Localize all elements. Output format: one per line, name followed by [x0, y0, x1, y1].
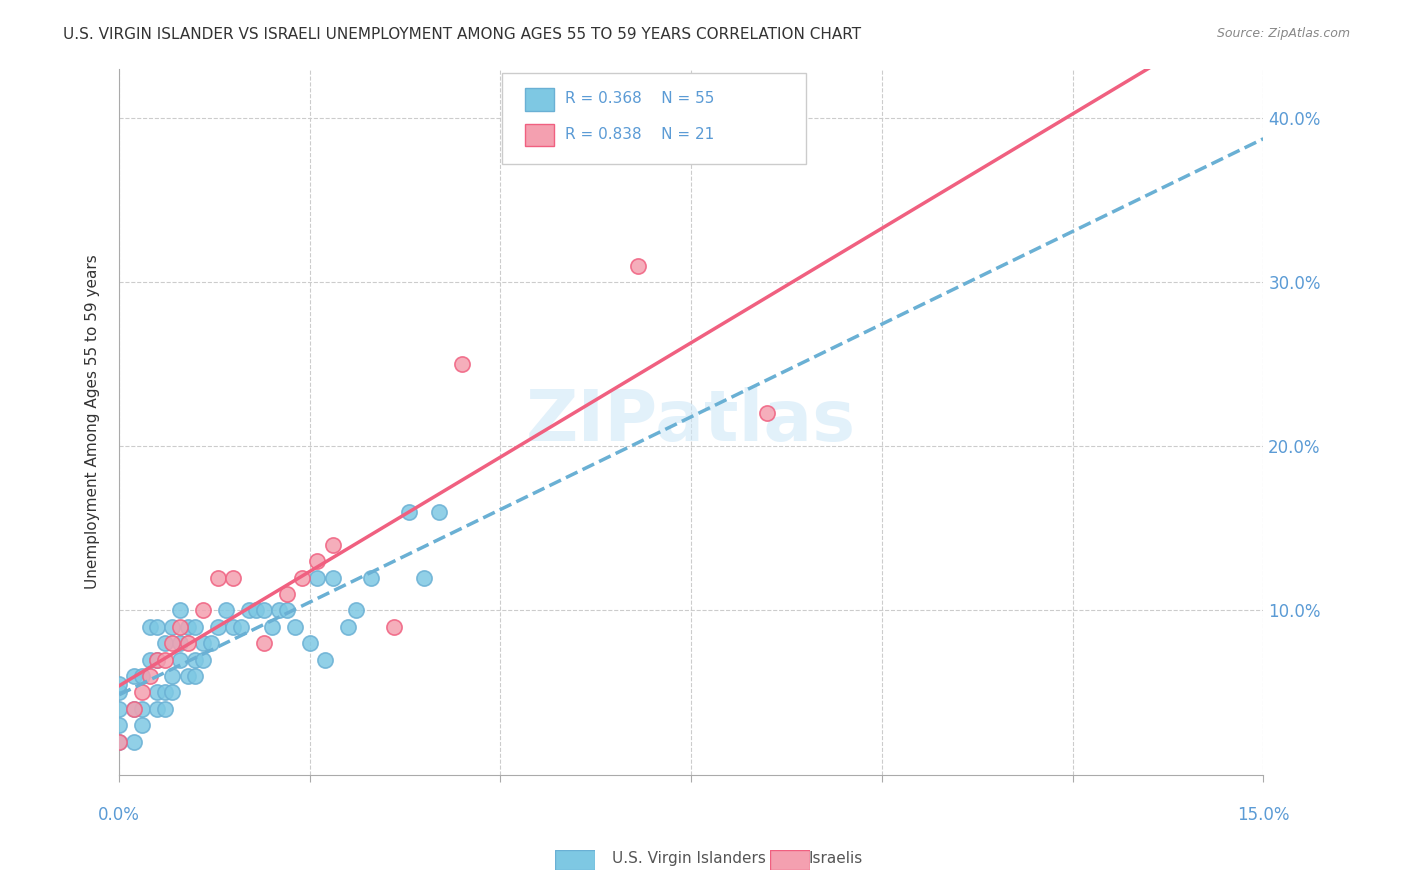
Text: ZIPatlas: ZIPatlas	[526, 387, 856, 456]
Point	[360, 570, 382, 584]
Point	[108, 702, 131, 716]
Point	[169, 636, 191, 650]
Point	[124, 702, 146, 716]
Point	[162, 620, 184, 634]
Point	[253, 636, 276, 650]
Point	[413, 570, 436, 584]
Text: R = 0.368    N = 55: R = 0.368 N = 55	[565, 91, 714, 106]
Text: 0.0%: 0.0%	[98, 806, 141, 824]
Point	[169, 652, 191, 666]
Point	[298, 636, 321, 650]
Point	[146, 685, 169, 699]
Point	[146, 702, 169, 716]
Point	[322, 570, 344, 584]
Point	[124, 669, 146, 683]
Point	[307, 554, 329, 568]
Point	[451, 357, 474, 371]
Point	[253, 603, 276, 617]
Point	[169, 620, 191, 634]
Point	[191, 636, 214, 650]
Point	[162, 636, 184, 650]
Point	[131, 685, 153, 699]
Text: Israelis: Israelis	[808, 851, 863, 865]
Point	[238, 603, 260, 617]
Point	[108, 685, 131, 699]
Bar	[526, 88, 554, 111]
Point	[322, 538, 344, 552]
Point	[314, 652, 336, 666]
Point	[627, 259, 650, 273]
Point	[131, 669, 153, 683]
Point	[398, 505, 420, 519]
Point	[124, 702, 146, 716]
Point	[382, 620, 405, 634]
Point	[207, 570, 229, 584]
Point	[344, 603, 367, 617]
Point	[153, 652, 176, 666]
Point	[276, 603, 298, 617]
Point	[138, 620, 160, 634]
Text: 15.0%: 15.0%	[1237, 806, 1289, 824]
Point	[108, 735, 131, 749]
Point	[429, 505, 451, 519]
Point	[177, 636, 200, 650]
Point	[153, 636, 176, 650]
Point	[200, 636, 222, 650]
Point	[222, 620, 245, 634]
Point	[153, 685, 176, 699]
Point	[131, 718, 153, 732]
Text: U.S. Virgin Islanders: U.S. Virgin Islanders	[612, 851, 765, 865]
Bar	[526, 124, 554, 146]
Point	[124, 735, 146, 749]
Point	[191, 652, 214, 666]
Point	[215, 603, 238, 617]
Text: Source: ZipAtlas.com: Source: ZipAtlas.com	[1216, 27, 1350, 40]
Point	[245, 603, 267, 617]
Point	[756, 406, 779, 420]
Point	[146, 620, 169, 634]
Point	[108, 677, 131, 691]
Point	[276, 587, 298, 601]
Text: R = 0.838    N = 21: R = 0.838 N = 21	[565, 127, 714, 142]
Point	[269, 603, 291, 617]
Point	[108, 735, 131, 749]
Point	[162, 685, 184, 699]
Point	[229, 620, 252, 634]
Point	[177, 669, 200, 683]
Point	[336, 620, 359, 634]
Point	[184, 669, 207, 683]
Point	[169, 603, 191, 617]
Point	[184, 620, 207, 634]
Point	[146, 652, 169, 666]
Point	[260, 620, 283, 634]
FancyBboxPatch shape	[502, 73, 806, 164]
Point	[184, 652, 207, 666]
Point	[153, 702, 176, 716]
Point	[146, 652, 169, 666]
Point	[207, 620, 229, 634]
Point	[162, 669, 184, 683]
Point	[222, 570, 245, 584]
Text: U.S. VIRGIN ISLANDER VS ISRAELI UNEMPLOYMENT AMONG AGES 55 TO 59 YEARS CORRELATI: U.S. VIRGIN ISLANDER VS ISRAELI UNEMPLOY…	[63, 27, 862, 42]
Point	[138, 669, 160, 683]
Point	[131, 702, 153, 716]
Point	[177, 620, 200, 634]
Y-axis label: Unemployment Among Ages 55 to 59 years: Unemployment Among Ages 55 to 59 years	[86, 254, 100, 589]
Point	[307, 570, 329, 584]
Point	[191, 603, 214, 617]
Point	[283, 620, 305, 634]
Point	[291, 570, 314, 584]
Point	[108, 718, 131, 732]
Point	[138, 652, 160, 666]
